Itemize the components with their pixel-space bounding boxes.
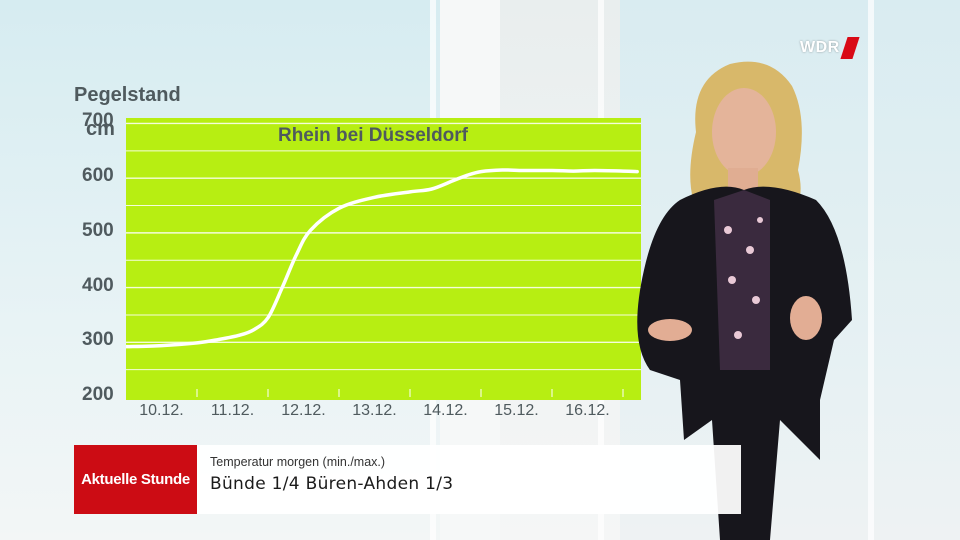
wdr-logo: WDR bbox=[800, 36, 860, 60]
y-tick-label: 700 bbox=[82, 110, 114, 132]
presenter-face bbox=[712, 88, 776, 176]
y-tick-label: 500 bbox=[82, 219, 114, 241]
water-level-chart: Rhein bei Düsseldorf bbox=[126, 118, 641, 400]
lower-third-main-text: Bünde 1/4 Büren-Ahden 1/3 bbox=[210, 474, 454, 494]
grid-lines bbox=[126, 122, 641, 397]
lower-third: Aktuelle Stunde Temperatur morgen (min./… bbox=[74, 445, 741, 514]
presenter bbox=[637, 61, 852, 540]
x-tick-label: 13.12. bbox=[352, 402, 397, 419]
y-tick-label: 400 bbox=[82, 274, 114, 296]
chart-title: Rhein bei Düsseldorf bbox=[278, 125, 469, 146]
x-tick-label: 16.12. bbox=[565, 402, 610, 419]
y-tick-label: 300 bbox=[82, 329, 114, 351]
series-line bbox=[126, 168, 639, 349]
plot-background bbox=[126, 118, 641, 400]
presenter-hand-right bbox=[790, 296, 822, 340]
show-brand-box: Aktuelle Stunde bbox=[74, 445, 197, 514]
y-tick-label: 600 bbox=[82, 165, 114, 187]
x-tick-label: 12.12. bbox=[281, 402, 326, 419]
presenter-blouse bbox=[714, 190, 770, 370]
x-tick-label: 10.12. bbox=[139, 402, 184, 419]
lower-third-subtitle: Temperatur morgen (min./max.) bbox=[210, 455, 386, 469]
studio-stripe bbox=[868, 0, 874, 540]
y-axis-title: Pegelstand bbox=[74, 84, 181, 106]
y-axis-unit: cm bbox=[86, 118, 115, 140]
x-tick-label: 15.12. bbox=[494, 402, 539, 419]
lower-third-content: Temperatur morgen (min./max.) Bünde 1/4 … bbox=[197, 445, 741, 514]
presenter-hand-left bbox=[648, 319, 692, 341]
y-tick-label: 200 bbox=[82, 384, 114, 405]
x-tick-label: 11.12. bbox=[210, 402, 255, 419]
x-tick-label: 14.12. bbox=[423, 402, 468, 419]
logo-text: WDR bbox=[800, 39, 840, 56]
show-name: Aktuelle Stunde bbox=[81, 471, 190, 488]
